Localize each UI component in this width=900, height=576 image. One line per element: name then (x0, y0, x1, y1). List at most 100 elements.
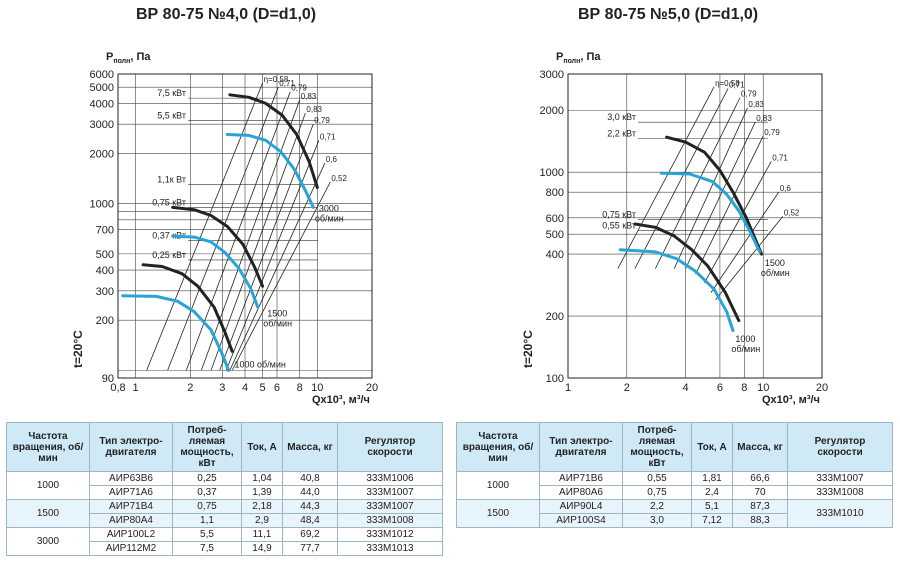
efficiency-ray (229, 163, 326, 371)
performance-curve (659, 171, 762, 254)
speed-label: об/мин (761, 268, 790, 278)
x-tick-label: 1 (565, 382, 571, 394)
y-tick-label: 400 (96, 265, 114, 277)
col-header-mass: Масса, кг (732, 422, 788, 472)
y-tick-label: 1000 (90, 199, 114, 211)
col-header-speed: Частота вращения, об/мин (456, 422, 540, 472)
efficiency-ray (231, 181, 331, 371)
table-cell-mass: 44,3 (282, 499, 338, 514)
motor-table-left: Частота вращения, об/мин Тип электро-дви… (6, 422, 443, 556)
efficiency-label: 0,71 (772, 153, 788, 162)
table-cell-current: 1,04 (241, 471, 283, 486)
table-cell-power: 0,55 (622, 471, 692, 486)
table-cell-speed: 1000 (456, 471, 540, 500)
col-header-speed: Частота вращения, об/мин (6, 422, 90, 472)
performance-curve (171, 205, 265, 288)
efficiency-ray (225, 140, 320, 371)
performance-curve (228, 93, 319, 189)
speed-label: 3000 (319, 203, 339, 213)
speed-label: 1000 об/мин (234, 360, 285, 370)
power-label: 0,37 кВт (152, 231, 186, 241)
x-tick-label: 5 (260, 382, 266, 394)
table-cell-power: 2,2 (622, 499, 692, 514)
efficiency-label: 0,6 (326, 155, 338, 164)
efficiency-ray (146, 82, 263, 371)
y-tick-label: 90 (102, 373, 114, 385)
plot-frame (567, 73, 823, 379)
table-cell-current: 1,81 (691, 471, 733, 486)
power-label: 0,55 кВт (602, 221, 636, 231)
efficiency-label: 0,83 (756, 114, 772, 123)
efficiency-label: 0,79 (764, 128, 780, 137)
x-tick-label: 8 (297, 382, 303, 394)
y-axis-label: Pполн, Па (106, 51, 151, 65)
table-cell-power: 5,5 (172, 527, 242, 542)
y-tick-label: 200 (96, 315, 114, 327)
table-cell-speed: 1500 (6, 499, 90, 528)
table-cell-current: 14,9 (241, 541, 283, 556)
efficiency-label: 0,52 (331, 174, 347, 183)
efficiency-label: 0,71 (320, 132, 336, 141)
x-axis-label: Qx10³, м³/ч (312, 394, 370, 406)
table-cell-current: 11,1 (241, 527, 283, 542)
power-label: 0,75 кВт (152, 197, 186, 207)
x-tick-label: 10 (311, 382, 323, 394)
efficiency-label: 0,83 (301, 92, 317, 101)
y-tick-label: 500 (96, 249, 114, 261)
table-cell-mass: 48,4 (282, 513, 338, 528)
x-tick-label: 2 (187, 382, 193, 394)
table-cell-motor: АИР71В4 (89, 499, 173, 514)
table-cell-current: 2,4 (691, 485, 733, 500)
power-label: 5,5 кВт (157, 111, 186, 121)
table-cell-current: 5,1 (691, 499, 733, 514)
table-cell-power: 3,0 (622, 513, 692, 528)
power-label: 7,5 кВт (157, 88, 186, 98)
y-tick-label: 3000 (90, 119, 114, 131)
table-cell-regulator: 333М1006 (337, 471, 443, 486)
efficiency-label: η=0,58 (715, 79, 740, 88)
y-tick-label: 100 (546, 373, 564, 385)
power-label: 2,2 кВт (607, 128, 636, 138)
performance-curve (141, 263, 234, 353)
y-tick-label: 4000 (90, 98, 114, 110)
performance-curve (618, 248, 735, 333)
table-cell-regulator: 333М1007 (337, 485, 443, 500)
table-cell-regulator: 333М1007 (337, 499, 443, 514)
chart-title-right: ВР 80-75 №5,0 (D=d1,0) (578, 6, 759, 23)
table-cell-motor: АИР112М2 (89, 541, 173, 556)
efficiency-ray (617, 86, 715, 269)
efficiency-label: 0,83 (748, 100, 764, 109)
table-cell-motor: АИР63В6 (89, 471, 173, 486)
table-cell-current: 2,9 (241, 513, 283, 528)
table-cell-regulator: 333М1010 (787, 499, 893, 528)
temperature-label: t=20°C (71, 330, 85, 368)
y-tick-label: 2000 (90, 149, 114, 161)
table-cell-current: 7,12 (691, 513, 733, 528)
speed-label: об/мин (731, 344, 760, 354)
table-cell-motor: АИР71В6 (539, 471, 623, 486)
power-label: 0,25 кВт (152, 250, 186, 260)
table-cell-power: 1,1 (172, 513, 242, 528)
col-header-mass: Масса, кг (282, 422, 338, 472)
performance-curve (121, 294, 231, 372)
table-cell-mass: 69,2 (282, 527, 338, 542)
performance-curve (225, 133, 315, 209)
table-cell-power: 7,5 (172, 541, 242, 556)
efficiency-label: 0,71 (729, 81, 745, 90)
table-cell-regulator: 333М1013 (337, 541, 443, 556)
y-tick-label: 800 (546, 187, 564, 199)
col-header-power: Потреб-ляемая мощность, кВт (172, 422, 242, 472)
speed-label: 1000 (735, 334, 755, 344)
efficiency-ray (710, 191, 780, 293)
y-tick-label: 1000 (540, 167, 564, 179)
efficiency-label: 0,83 (306, 105, 322, 114)
table-cell-power: 0,25 (172, 471, 242, 486)
table-cell-current: 1,39 (241, 485, 283, 500)
plot-frame (117, 73, 373, 379)
table-cell-motor: АИР100S4 (539, 513, 623, 528)
col-header-motor: Тип электро-двигателя (89, 422, 173, 472)
x-tick-label: 4 (682, 382, 688, 394)
efficiency-label: 0,79 (741, 90, 757, 99)
speed-label: 1500 (765, 258, 785, 268)
efficiency-ray (634, 88, 729, 269)
